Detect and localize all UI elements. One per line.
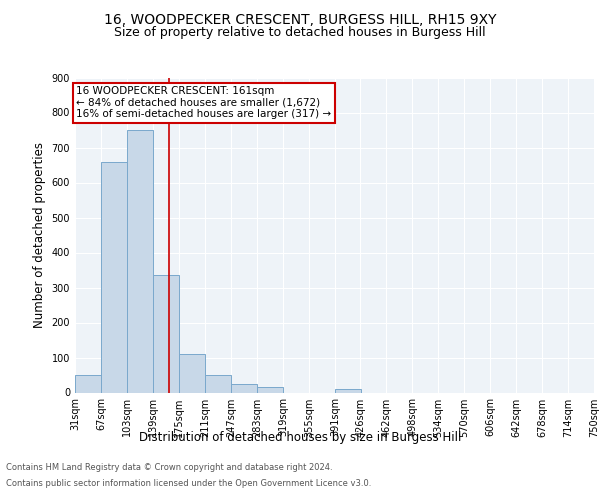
Y-axis label: Number of detached properties: Number of detached properties: [33, 142, 46, 328]
Bar: [75, 375, 101, 392]
Bar: [127, 130, 153, 392]
Text: Contains public sector information licensed under the Open Government Licence v3: Contains public sector information licen…: [6, 478, 371, 488]
Bar: [101, 162, 127, 392]
Bar: [153, 275, 179, 392]
Bar: [179, 354, 205, 393]
Text: 16, WOODPECKER CRESCENT, BURGESS HILL, RH15 9XY: 16, WOODPECKER CRESCENT, BURGESS HILL, R…: [104, 12, 496, 26]
Bar: [231, 384, 257, 392]
Bar: [205, 375, 231, 392]
Text: 16 WOODPECKER CRESCENT: 161sqm
← 84% of detached houses are smaller (1,672)
16% : 16 WOODPECKER CRESCENT: 161sqm ← 84% of …: [76, 86, 332, 120]
Bar: [335, 389, 361, 392]
Text: Contains HM Land Registry data © Crown copyright and database right 2024.: Contains HM Land Registry data © Crown c…: [6, 464, 332, 472]
Text: Distribution of detached houses by size in Burgess Hill: Distribution of detached houses by size …: [139, 431, 461, 444]
Bar: [257, 386, 283, 392]
Text: Size of property relative to detached houses in Burgess Hill: Size of property relative to detached ho…: [114, 26, 486, 39]
